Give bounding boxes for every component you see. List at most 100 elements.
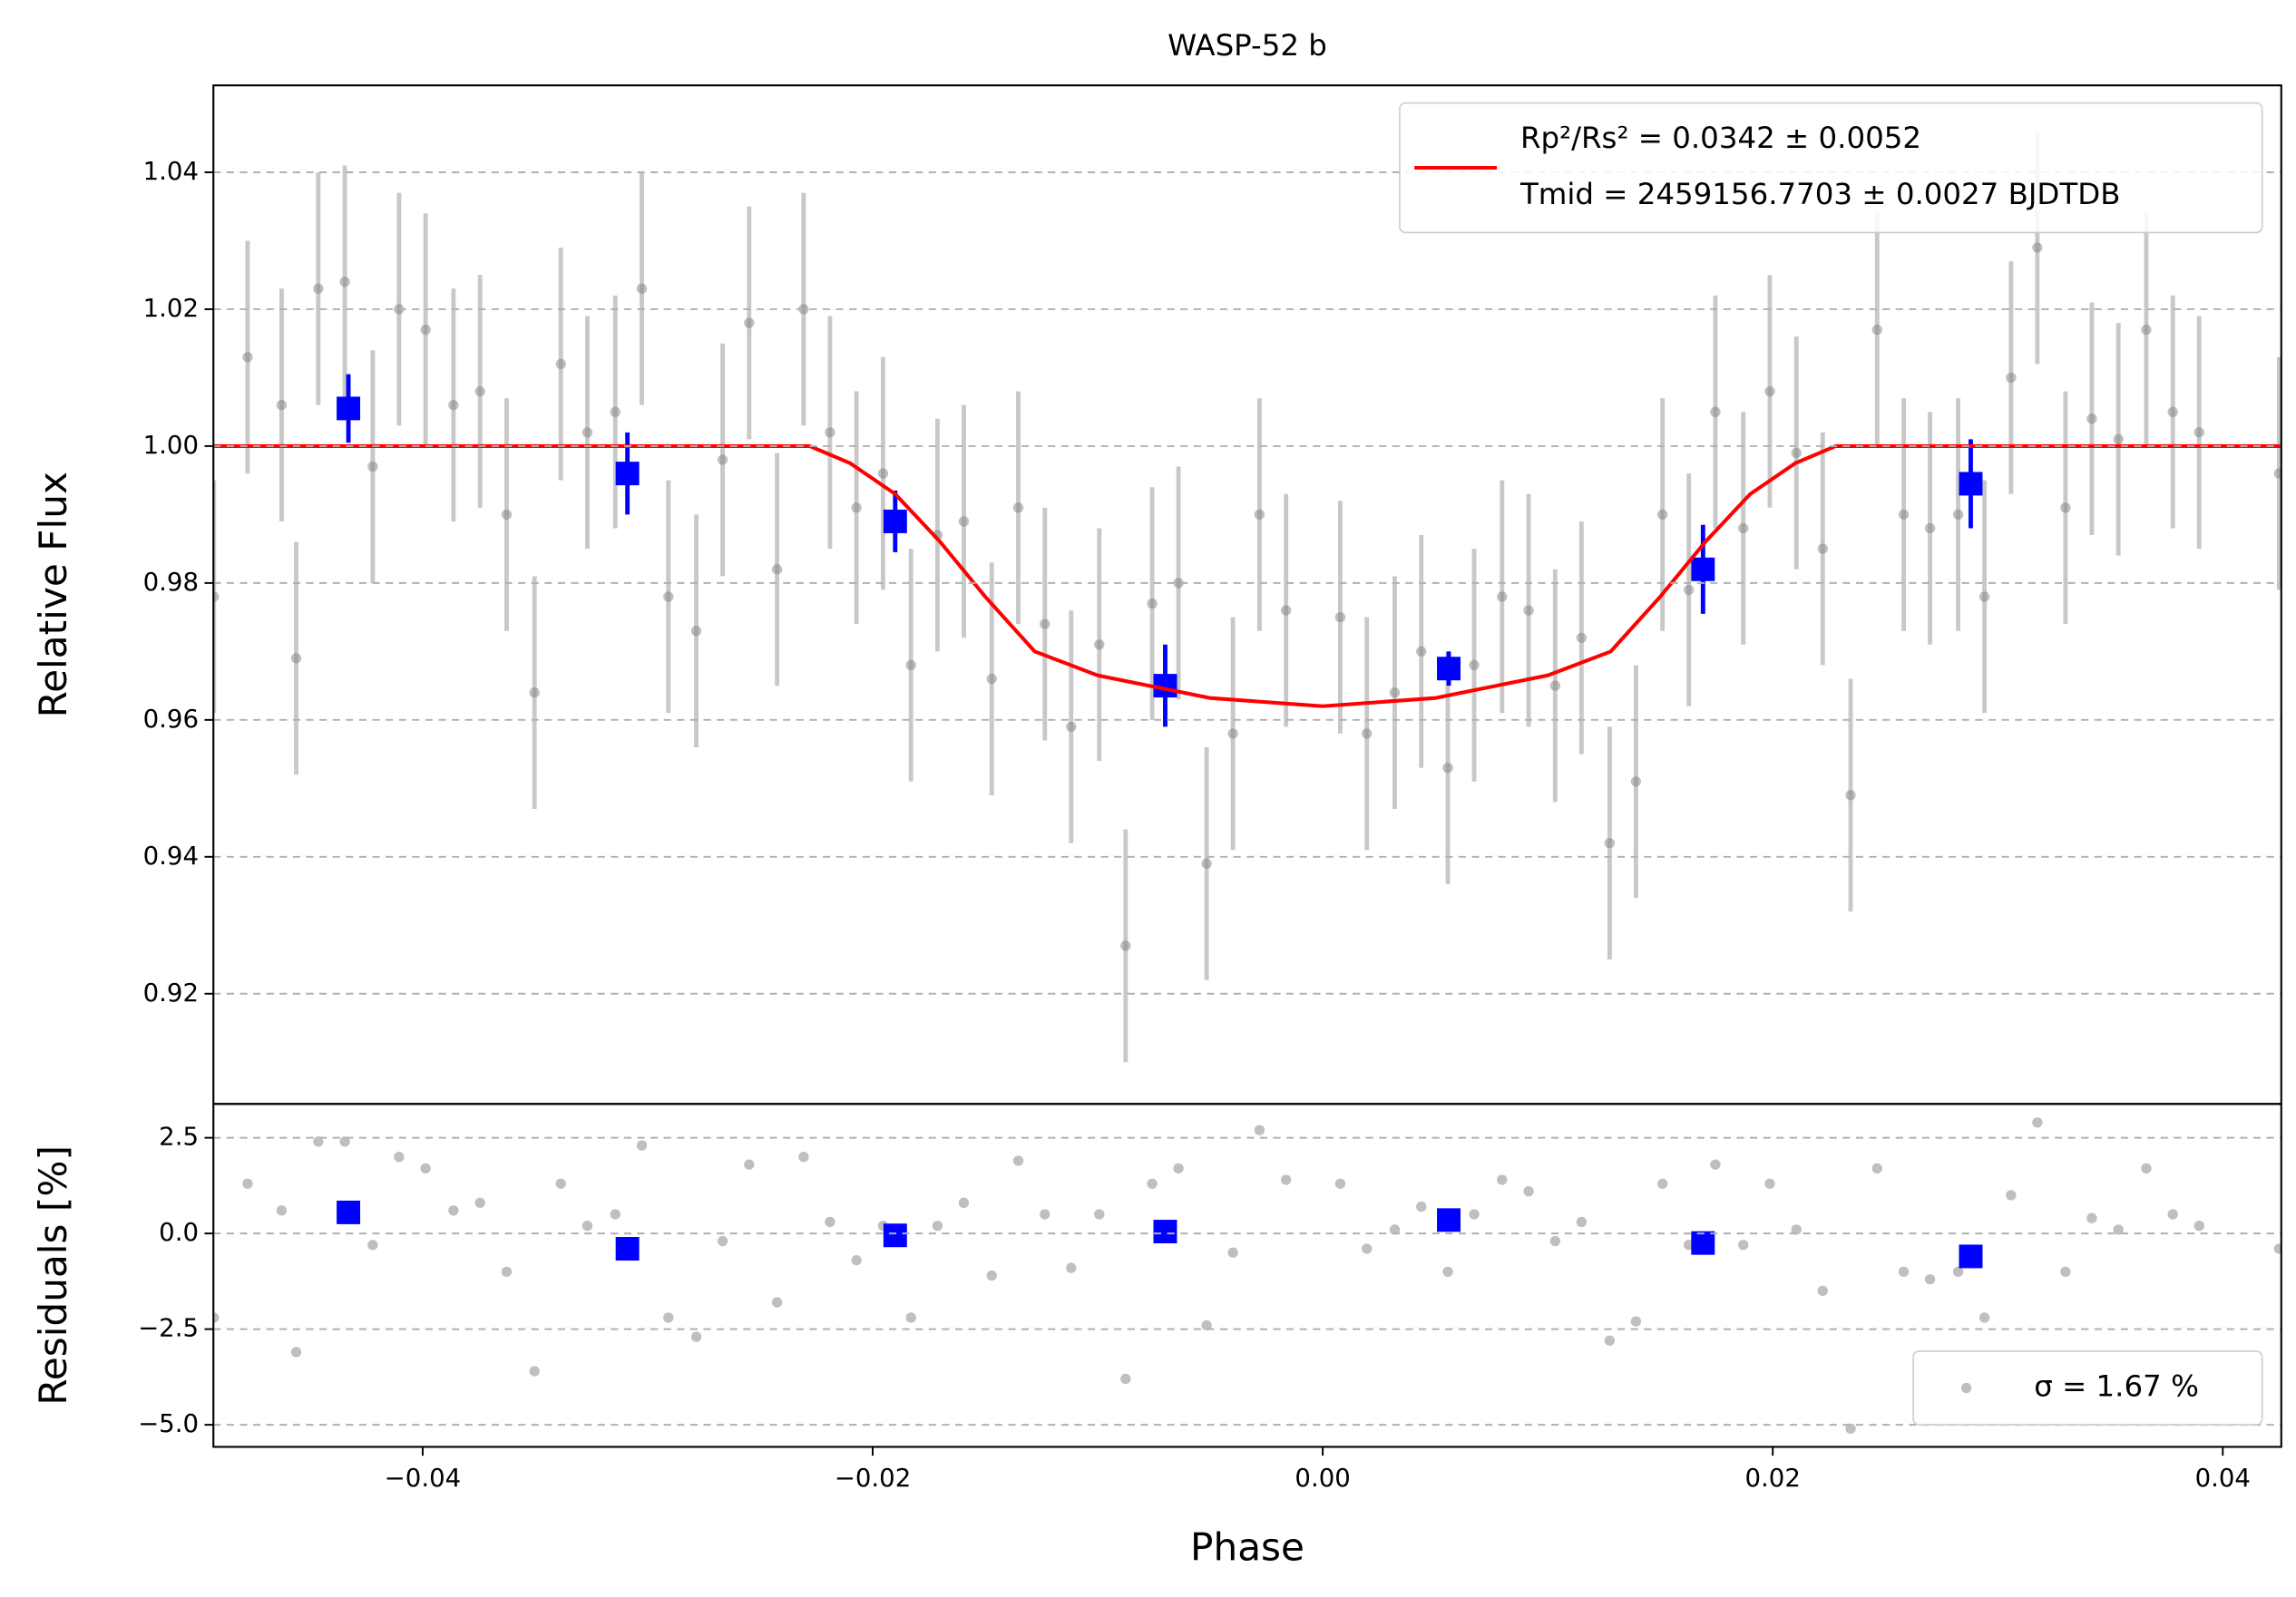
data-point: [1978, 1312, 1990, 1323]
data-point: [717, 454, 728, 465]
binned-point: [1959, 472, 1983, 496]
y-tick-label: 1.00: [143, 430, 199, 460]
x-tick-label: −0.02: [835, 1463, 911, 1493]
data-point: [501, 1266, 513, 1277]
data-point: [1764, 385, 1775, 397]
data-point: [2113, 433, 2124, 445]
data-point: [1416, 646, 1427, 657]
data-point: [851, 1254, 862, 1266]
legend-label: Rp²/Rs² = 0.0342 ± 0.0052: [1520, 121, 1921, 155]
data-point: [581, 1220, 593, 1232]
data-point: [242, 1178, 253, 1189]
data-point: [2141, 324, 2152, 336]
data-point: [1389, 687, 1401, 698]
data-point: [1656, 509, 1668, 521]
data-point: [1254, 1125, 1265, 1135]
data-point: [367, 461, 378, 472]
data-point: [610, 406, 620, 417]
y-tick-label: 1.04: [143, 156, 199, 186]
data-point: [448, 1205, 459, 1216]
data-point: [851, 502, 862, 513]
data-point: [1066, 1262, 1077, 1273]
data-point: [1871, 324, 1882, 336]
data-point: [1523, 605, 1534, 616]
data-point: [2167, 1209, 2178, 1220]
data-point: [1764, 1178, 1775, 1189]
data-point: [1280, 1174, 1292, 1185]
data-point: [1576, 632, 1588, 643]
axes-frame: [212, 1103, 2282, 1448]
data-point: [1040, 1209, 1050, 1220]
data-point: [420, 1163, 431, 1174]
data-point: [1738, 522, 1749, 534]
data-point: [290, 653, 302, 664]
data-point: [1952, 509, 1964, 521]
binned-point: [337, 396, 361, 421]
data-point: [2086, 1212, 2097, 1223]
data-point: [339, 277, 350, 287]
data-point: [213, 1312, 220, 1323]
data-point: [2086, 414, 2097, 424]
data-point: [1362, 728, 1373, 739]
y-tick-label: 0.96: [143, 704, 199, 734]
data-point: [2193, 1220, 2204, 1232]
data-point: [690, 626, 702, 637]
data-point: [1576, 1216, 1588, 1228]
data-point: [529, 687, 540, 698]
plot-area: [213, 131, 2281, 1063]
data-point: [1604, 838, 1616, 849]
data-point: [1147, 1178, 1158, 1189]
data-point: [1817, 1285, 1828, 1297]
data-point: [1924, 522, 1936, 534]
data-point: [2167, 406, 2178, 417]
data-point: [2113, 1224, 2124, 1235]
data-point: [1871, 1163, 1882, 1174]
data-point: [1738, 1240, 1749, 1251]
data-point: [1094, 1209, 1105, 1220]
data-point: [1227, 1247, 1238, 1258]
legend-box: [1399, 102, 2263, 234]
x-axis-label: Phase: [1190, 1525, 1304, 1570]
data-point: [717, 1235, 728, 1247]
data-point: [1094, 639, 1105, 650]
data-point: [1469, 659, 1480, 671]
data-point: [1604, 1335, 1616, 1346]
data-point: [798, 1152, 809, 1163]
chart-title: WASP-52 b: [1168, 28, 1327, 63]
data-point: [555, 358, 566, 370]
data-point: [1683, 584, 1695, 596]
data-point: [339, 1136, 350, 1147]
data-point: [1120, 1373, 1131, 1385]
data-point: [1710, 1159, 1721, 1170]
data-point: [1817, 543, 1828, 554]
binned-point: [337, 1200, 361, 1224]
data-point: [932, 1220, 943, 1232]
data-point: [1416, 1201, 1427, 1212]
model-line: [213, 443, 2281, 708]
data-point: [2032, 242, 2043, 253]
data-point: [610, 1209, 620, 1220]
data-point: [1389, 1224, 1401, 1235]
data-point: [825, 427, 835, 438]
data-point: [663, 591, 674, 602]
data-point: [1549, 680, 1561, 691]
data-point: [1952, 1266, 1964, 1277]
data-point: [1497, 1174, 1508, 1185]
data-point: [771, 564, 783, 575]
data-point: [771, 1297, 783, 1308]
data-point: [1924, 1274, 1936, 1285]
data-point: [1442, 762, 1453, 774]
x-tick-label: 0.04: [2195, 1463, 2251, 1493]
data-point: [1630, 1316, 1642, 1327]
data-point: [1201, 1319, 1212, 1331]
y-tick-label: 0.98: [143, 567, 199, 597]
data-point: [2141, 1163, 2152, 1174]
binned-point: [1959, 1244, 1983, 1269]
binned-point: [615, 462, 640, 486]
data-point: [2273, 1243, 2281, 1254]
data-point: [1845, 1423, 1856, 1435]
x-tick-label: −0.04: [385, 1463, 461, 1493]
data-point: [1040, 618, 1050, 629]
